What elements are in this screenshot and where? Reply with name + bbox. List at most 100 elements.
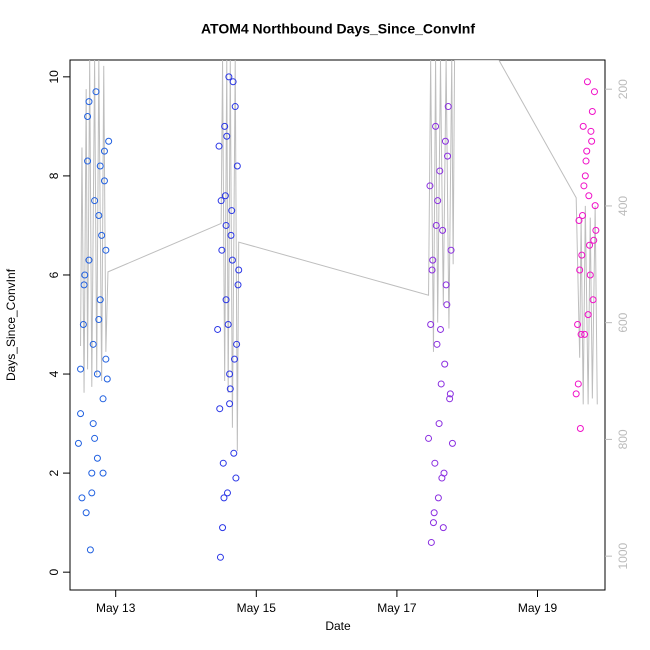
data-point — [89, 420, 97, 428]
data-point — [436, 167, 444, 175]
y-tick-label: 0 — [47, 569, 61, 576]
data-point — [226, 370, 234, 378]
data-point — [446, 390, 454, 398]
data-point — [439, 226, 447, 234]
data-point — [574, 321, 582, 329]
y-tick-label: 8 — [47, 172, 61, 179]
data-point — [228, 256, 236, 264]
data-point — [583, 147, 591, 155]
data-point — [448, 439, 456, 447]
data-point — [220, 494, 228, 502]
data-point — [434, 494, 442, 502]
data-point — [103, 375, 111, 383]
data-point — [227, 231, 235, 239]
x-tick-label: May 13 — [96, 601, 136, 615]
data-point — [91, 434, 99, 442]
data-point — [432, 221, 440, 229]
data-point — [432, 122, 440, 130]
chart-title: ATOM4 Northbound Days_Since_ConvInf — [201, 21, 475, 37]
data-point — [86, 546, 94, 554]
data-point — [99, 395, 107, 403]
data-point — [91, 197, 99, 205]
data-point — [446, 395, 454, 403]
data-point — [435, 420, 443, 428]
data-point — [225, 73, 233, 81]
data-point — [436, 325, 444, 333]
data-point — [579, 212, 587, 220]
data-point — [74, 439, 82, 447]
data-point — [588, 108, 596, 116]
data-point — [216, 553, 224, 561]
data-point — [85, 98, 93, 106]
data-point — [580, 182, 588, 190]
data-point — [217, 197, 225, 205]
data-point — [221, 122, 229, 130]
data-point — [591, 202, 599, 210]
data-point — [577, 330, 585, 338]
data-point — [219, 524, 227, 532]
data-point — [224, 321, 232, 329]
data-point — [80, 281, 88, 289]
data-point — [581, 330, 589, 338]
data-point — [586, 241, 594, 249]
data-point — [96, 162, 104, 170]
data-point — [218, 246, 226, 254]
data-point — [214, 325, 222, 333]
y2-tick-label: 1000 — [616, 542, 630, 569]
data-point — [229, 78, 237, 86]
data-point — [223, 132, 231, 140]
data-point — [100, 147, 108, 155]
data-point — [426, 182, 434, 190]
data-point — [447, 246, 455, 254]
data-point — [88, 489, 96, 497]
y-tick-label: 4 — [47, 370, 61, 377]
data-point — [96, 296, 104, 304]
data-point — [231, 355, 239, 363]
data-point — [226, 385, 234, 393]
data-point — [575, 216, 583, 224]
data-point — [226, 400, 234, 408]
data-point — [587, 127, 595, 135]
data-point — [443, 301, 451, 309]
data-point — [588, 137, 596, 145]
data-point — [574, 380, 582, 388]
data-point — [77, 365, 85, 373]
data-point — [590, 88, 598, 96]
data-point — [425, 434, 433, 442]
point-layer — [74, 73, 600, 561]
data-point — [444, 152, 452, 160]
data-point — [222, 296, 230, 304]
data-point — [78, 494, 86, 502]
data-point — [579, 122, 587, 130]
y-tick-label: 10 — [47, 70, 61, 84]
data-point — [576, 425, 584, 433]
data-point — [438, 474, 446, 482]
data-point — [572, 390, 580, 398]
data-point — [216, 405, 224, 413]
x-tick-label: May 15 — [237, 601, 277, 615]
y2-tick-label: 800 — [616, 429, 630, 449]
data-point — [586, 271, 594, 279]
depth-line — [80, 60, 598, 452]
data-point — [228, 207, 236, 215]
data-point — [105, 137, 113, 145]
data-point — [429, 519, 437, 527]
data-point — [223, 489, 231, 497]
y2-tick-label: 200 — [616, 79, 630, 99]
data-point — [233, 162, 241, 170]
data-point — [95, 212, 103, 220]
data-point — [428, 266, 436, 274]
data-point — [234, 281, 242, 289]
data-point — [232, 474, 240, 482]
axes: May 13 May 15 May 17 May 19 0 2 4 6 8 10 — [47, 70, 557, 615]
data-point — [230, 449, 238, 457]
data-point — [215, 142, 223, 150]
data-point — [93, 370, 101, 378]
data-point — [444, 103, 452, 111]
data-point — [81, 271, 89, 279]
data-point — [82, 509, 90, 517]
data-point — [233, 340, 241, 348]
data-point — [219, 459, 227, 467]
data-point — [77, 410, 85, 418]
